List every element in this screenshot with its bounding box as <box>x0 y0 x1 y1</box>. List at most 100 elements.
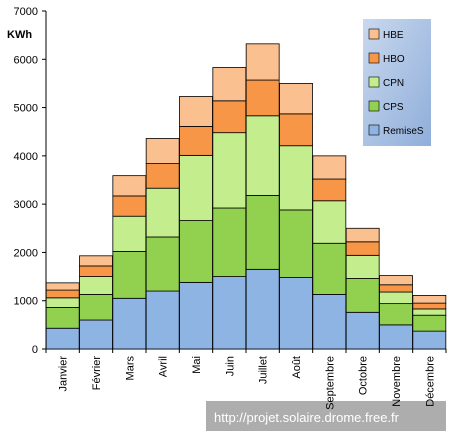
bar-segment-cps <box>79 294 113 321</box>
legend-label-cps: CPS <box>383 102 404 113</box>
bar-segment-remises <box>112 297 147 350</box>
bar-segment-hbe <box>345 227 380 243</box>
bar-segment-remises <box>45 327 80 350</box>
category-label: Décembre <box>424 356 436 407</box>
bar-segment-hbo <box>345 241 380 256</box>
bar-segment-hbe <box>112 175 147 197</box>
category-label: Avril <box>158 356 170 377</box>
bar-segment-cps <box>345 278 380 313</box>
watermark-background <box>206 401 446 431</box>
bar-segment-hbo <box>279 113 313 147</box>
tick-labels: 0 1000 2000 3000 4000 5000 6000 7000 <box>14 6 46 356</box>
bar-segment-cpn <box>112 215 147 252</box>
bar-segment-cps <box>279 209 313 278</box>
legend: HBE HBO CPN CPS RemiseS <box>363 19 431 146</box>
bar-segment-remises <box>412 330 447 350</box>
bar-segment-hbe <box>212 67 247 102</box>
y-tick-label: 5000 <box>14 103 38 115</box>
bar-segment-cpn <box>79 276 113 295</box>
category-label: Août <box>291 356 303 379</box>
bar-segment-hbo <box>245 79 280 117</box>
bar-segment-cps <box>45 307 80 329</box>
bar-segment-cpn <box>279 145 313 211</box>
bar-segment-hbo <box>379 284 413 293</box>
bar-segment-hbo <box>312 178 347 202</box>
bar-segment-cpn <box>145 187 180 238</box>
category-label: Février <box>91 356 103 391</box>
bar-segment-cps <box>145 236 180 292</box>
bar-segment-hbo <box>145 163 180 189</box>
category-label: Mars <box>124 356 136 381</box>
bar-segment-cps <box>312 242 347 295</box>
watermark: http://projet.solaire.drome.free.fr <box>206 401 446 431</box>
bar-segment-hbe <box>412 295 447 304</box>
bar-segment-remises <box>79 319 113 350</box>
y-tick-label: 2000 <box>14 247 38 259</box>
legend-swatch-hbo <box>368 52 380 64</box>
bar-segment-cpn <box>45 297 80 308</box>
y-tick-label: 4000 <box>14 151 38 163</box>
bar-segment-hbe <box>379 275 413 286</box>
y-tick-label: 6000 <box>14 54 38 66</box>
category-label: Septembre <box>324 356 336 410</box>
bar-segment-hbe <box>79 255 113 267</box>
bar-segment-hbe <box>145 138 180 164</box>
bar-segment-hbo <box>179 126 213 156</box>
bar-segment-hbo <box>45 289 80 299</box>
bar-segment-hbe <box>179 96 213 127</box>
bar-segment-hbe <box>245 43 280 81</box>
bar-segment-cps <box>112 251 147 299</box>
bars <box>45 43 447 350</box>
bar-segment-hbe <box>45 282 80 291</box>
category-label: Octobre <box>358 356 370 395</box>
legend-label-hbe: HBE <box>383 30 404 41</box>
bar-segment-remises <box>145 290 180 350</box>
bar-segment-cps <box>412 314 447 332</box>
bar-segment-remises <box>379 324 413 350</box>
bar-segment-cpn <box>212 132 247 209</box>
legend-swatch-hbe <box>368 28 380 40</box>
legend-label-hbo: HBO <box>383 54 405 65</box>
y-tick-label: 3000 <box>14 199 38 211</box>
bar-segment-cps <box>379 303 413 326</box>
bar-segment-cpn <box>379 291 413 305</box>
bar-segment-hbo <box>412 302 447 310</box>
bar-segment-remises <box>179 281 213 350</box>
legend-swatch-cps <box>368 100 380 112</box>
bar-segment-cpn <box>179 154 213 221</box>
bar-segment-hbo <box>212 100 247 134</box>
category-label: Novembre <box>391 356 403 407</box>
bar-segment-hbo <box>112 195 147 217</box>
bar-segment-remises <box>345 311 380 350</box>
legend-swatch-remises <box>368 124 380 136</box>
bar-segment-cpn <box>345 254 380 279</box>
bar-segment-remises <box>245 268 280 350</box>
bar-segment-remises <box>212 276 247 350</box>
legend-swatch-cpn <box>368 76 380 88</box>
y-tick-label: 7000 <box>14 6 38 18</box>
bar-segment-cps <box>179 220 213 283</box>
bar-segment-cpn <box>312 200 347 244</box>
category-label: Juillet <box>258 356 270 384</box>
category-labels: Janvier Février Mars Avril Mai Juin Juillet Aoû… <box>45 349 447 410</box>
legend-label-remises: RemiseS <box>383 126 424 137</box>
watermark-text: http://projet.solaire.drome.free.fr <box>214 410 400 425</box>
category-label: Mai <box>191 356 203 374</box>
legend-label-cpn: CPN <box>383 78 404 89</box>
y-tick-label: 1000 <box>14 296 38 308</box>
bar-segment-cps <box>212 207 247 277</box>
bar-segment-cpn <box>245 115 280 196</box>
bar-segment-hbe <box>312 155 347 180</box>
category-label: Janvier <box>58 356 70 392</box>
bar-segment-cps <box>245 195 280 270</box>
bar-segment-cpn <box>412 308 447 316</box>
bar-segment-hbe <box>279 83 313 115</box>
bar-segment-hbo <box>79 265 113 277</box>
bar-segment-remises <box>312 294 347 350</box>
bar-segment-remises <box>279 277 313 350</box>
category-label: Juin <box>224 356 236 376</box>
y-tick-label: 0 <box>32 344 38 356</box>
y-axis-unit-label: KWh <box>7 29 32 41</box>
